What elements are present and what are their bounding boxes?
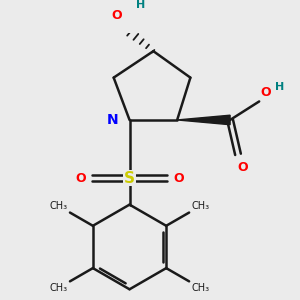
Text: O: O <box>76 172 86 185</box>
Text: O: O <box>260 86 271 99</box>
Text: O: O <box>173 172 184 185</box>
Text: H: H <box>136 0 145 10</box>
Text: S: S <box>124 171 135 186</box>
Text: CH₃: CH₃ <box>49 201 67 211</box>
Polygon shape <box>177 115 230 125</box>
Text: N: N <box>106 113 118 127</box>
Text: O: O <box>111 9 122 22</box>
Text: CH₃: CH₃ <box>49 283 67 293</box>
Text: O: O <box>237 161 247 174</box>
Text: H: H <box>275 82 284 92</box>
Text: CH₃: CH₃ <box>192 201 210 211</box>
Text: CH₃: CH₃ <box>192 283 210 293</box>
